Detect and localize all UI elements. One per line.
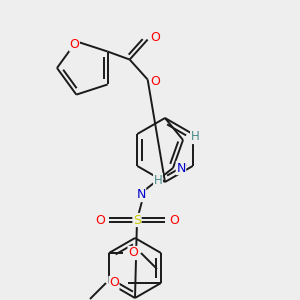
Text: O: O [169,214,179,226]
Text: H: H [154,173,162,187]
Text: O: O [69,38,79,51]
Text: O: O [151,31,160,44]
Text: H: H [190,130,200,143]
Text: N: N [176,161,186,175]
Text: O: O [151,75,160,88]
Text: N: N [136,188,146,202]
Text: O: O [95,214,105,226]
Text: O: O [109,277,119,290]
Text: O: O [128,247,138,260]
Text: S: S [133,214,141,226]
